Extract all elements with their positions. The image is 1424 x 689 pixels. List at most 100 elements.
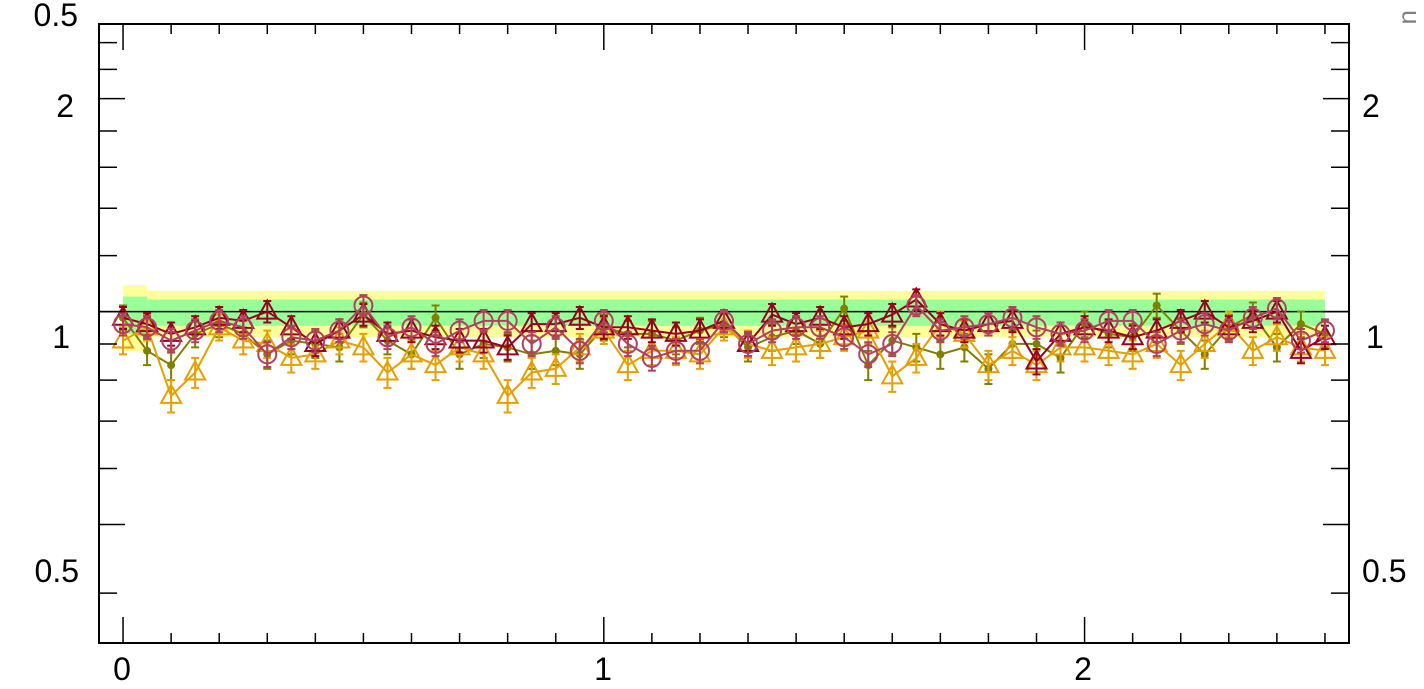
data-point <box>1098 310 1119 331</box>
data-point <box>353 295 374 316</box>
data-point <box>519 359 544 381</box>
data-point <box>569 340 590 361</box>
data-point <box>808 330 832 352</box>
data-point <box>640 317 664 339</box>
data-point <box>1170 320 1191 341</box>
y-tick-label-1-right: 1 <box>1366 319 1384 355</box>
data-point <box>1024 348 1049 370</box>
data-point <box>1241 337 1265 359</box>
uncertainty-bands <box>123 285 1325 351</box>
data-point <box>471 327 496 349</box>
data-point <box>1074 320 1095 341</box>
data-point <box>882 333 903 354</box>
data-point <box>497 310 518 331</box>
data-point <box>303 341 328 363</box>
plot-frame <box>98 23 1350 644</box>
data-point <box>568 304 592 326</box>
data-point <box>113 314 134 335</box>
data-point <box>784 334 808 356</box>
data-point <box>858 344 879 365</box>
data-point <box>786 317 807 338</box>
data-point <box>447 334 472 356</box>
y-tick-label-2-left: 2 <box>56 88 74 124</box>
data-point <box>1096 337 1121 359</box>
top-partial-label: 0.5 <box>34 0 78 33</box>
data-point <box>255 298 279 320</box>
data-point <box>161 330 182 351</box>
data-point <box>954 317 975 338</box>
data-point <box>1120 324 1145 346</box>
data-point <box>1050 323 1071 344</box>
y-tick-label-1-left: 1 <box>52 319 70 355</box>
data-point <box>209 310 230 331</box>
data-point <box>449 320 470 341</box>
data-point <box>1314 320 1335 341</box>
data-point <box>617 333 638 354</box>
data-point <box>351 334 376 356</box>
data-point <box>521 333 542 354</box>
data-point <box>1313 337 1337 359</box>
data-point <box>1146 333 1167 354</box>
data-point <box>185 320 206 341</box>
data-point <box>1000 337 1025 359</box>
data-point <box>880 363 904 385</box>
data-point <box>1266 298 1287 319</box>
data-point <box>976 352 1001 374</box>
data-point <box>665 340 686 361</box>
data-series <box>111 286 1337 414</box>
band-inner-1 <box>147 299 1325 326</box>
y-tick-label-0.5-right: 0.5 <box>1362 553 1406 589</box>
y-tick-label-0.5-left: 0.5 <box>35 553 79 589</box>
data-point <box>183 359 207 381</box>
data-point <box>1242 307 1263 328</box>
data-point <box>762 320 783 341</box>
data-point <box>1194 314 1215 335</box>
data-point <box>834 327 855 348</box>
data-point <box>279 344 304 366</box>
y-tick-label-2-right: 2 <box>1362 88 1380 124</box>
data-point <box>551 346 560 355</box>
data-point <box>233 317 254 338</box>
data-point <box>1169 352 1193 374</box>
data-point <box>495 334 520 356</box>
data-point <box>1218 320 1239 341</box>
data-point <box>495 382 520 404</box>
data-point <box>377 327 398 348</box>
data-point <box>471 341 496 363</box>
data-point <box>473 310 494 331</box>
data-point <box>641 347 662 368</box>
data-point <box>1296 320 1305 329</box>
data-point <box>431 313 440 322</box>
data-point <box>1265 324 1289 346</box>
data-point <box>856 317 880 339</box>
data-point <box>111 327 135 349</box>
data-point <box>1152 301 1161 310</box>
data-point <box>738 333 759 354</box>
right-partial-label: n <box>1392 10 1422 24</box>
data-point <box>401 317 422 338</box>
data-point <box>231 327 255 349</box>
data-point <box>1120 341 1145 363</box>
data-point <box>329 320 350 341</box>
data-point <box>281 327 302 348</box>
data-point <box>544 355 568 377</box>
data-point <box>840 304 849 313</box>
x-tick-label-0: 0 <box>113 651 131 687</box>
data-point <box>856 311 880 333</box>
data-point <box>143 346 152 355</box>
data-point <box>978 314 999 335</box>
data-point <box>519 311 544 333</box>
data-point <box>689 340 710 361</box>
data-point <box>1032 339 1041 348</box>
data-point <box>714 310 734 331</box>
data-point <box>1193 330 1217 352</box>
data-point <box>137 317 158 338</box>
data-point <box>399 341 424 363</box>
data-point <box>257 344 278 365</box>
data-point <box>425 333 446 354</box>
data-point <box>545 317 566 338</box>
series-3 <box>113 294 1335 372</box>
data-point <box>1122 310 1143 331</box>
data-point <box>1313 324 1337 346</box>
